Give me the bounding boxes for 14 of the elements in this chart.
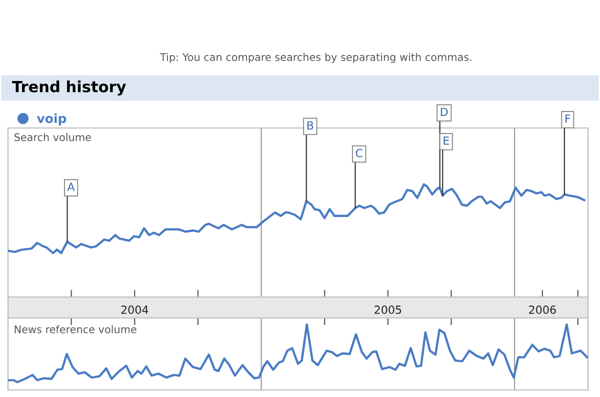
chart-title: Trend history [12,80,126,96]
annotation: D [440,108,448,116]
annotation: E [444,136,449,145]
y-axis-title: News reference volume [14,325,136,334]
text: Tip: You can compare searches by separating with commas. [160,52,472,64]
legend-label: voip [36,113,66,126]
x-tick-label: 2004 [121,306,148,314]
annotation: F [566,114,570,123]
x-tick-label: 2006 [529,306,556,314]
y-axis-title: Search volume [14,133,91,142]
x-tick-label: 2005 [374,306,402,314]
annotation: B [307,121,314,130]
annotation: C [356,148,362,158]
annotation: A [67,182,75,191]
